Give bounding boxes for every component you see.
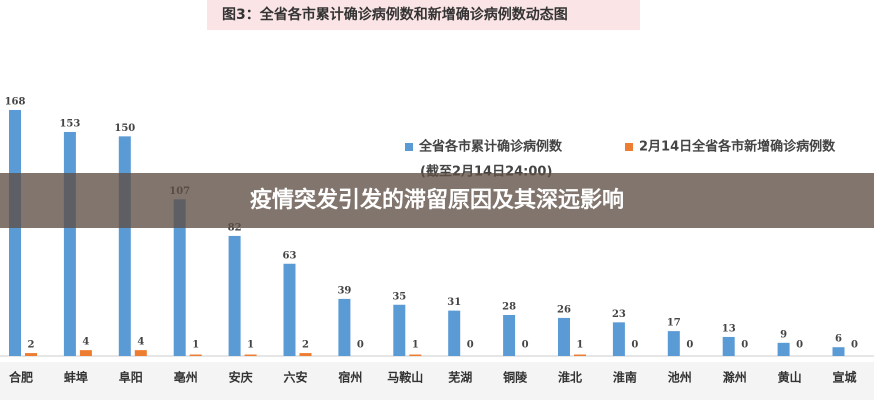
bar [832,347,845,356]
value-label: 1 [192,340,199,351]
x-tick-label: 池州 [668,370,692,385]
x-tick-label: 阜阳 [119,370,143,385]
value-label: 39 [337,285,351,296]
x-tick-label: 宣城 [832,370,856,385]
bar [189,354,202,356]
x-tick-label: 芜湖 [448,370,472,385]
value-label: 168 [5,97,26,108]
bar [63,131,76,356]
x-tick-label: 亳州 [174,370,198,385]
x-tick-label: 马鞍山 [387,370,423,385]
x-tick-label: 淮北 [558,370,582,385]
bar [299,353,312,356]
value-label: 2 [302,340,309,351]
value-label: 0 [851,340,858,351]
value-label: 4 [82,337,89,348]
overlay-band [0,173,874,228]
bar [173,199,186,356]
value-label: 63 [283,250,297,261]
value-label: 28 [502,302,516,313]
value-label: 13 [722,323,736,334]
bar [777,342,790,356]
bar [228,235,241,356]
legend-swatch [405,143,413,151]
x-tick-label: 滁州 [723,370,747,385]
value-label: 153 [59,118,80,129]
value-label: 4 [137,337,144,348]
bar [244,354,257,356]
legend-swatch [625,143,633,151]
value-label: 9 [780,329,787,340]
value-label: 0 [357,340,364,351]
value-label: 1 [412,340,419,351]
legend-label: 2月14日全省各市新增确诊病例数 [639,139,836,155]
bar [118,136,131,356]
bar [338,298,351,356]
value-label: 0 [631,340,638,351]
bar [283,263,296,356]
value-label: 0 [796,340,803,351]
value-label: 6 [835,334,842,345]
value-label: 23 [612,309,626,320]
bar [558,317,570,356]
x-tick-label: 铜陵 [503,370,528,385]
value-label: 17 [667,318,681,329]
value-label: 0 [467,340,474,351]
x-tick-label: 安庆 [229,370,253,385]
bar [25,353,37,356]
bar [722,336,735,356]
bar [134,350,147,356]
title-box [207,0,640,30]
bar [574,354,586,356]
value-label: 1 [247,340,254,351]
bar [79,350,92,356]
bar [448,310,461,356]
marks: 合肥1682蚌埠1534阜阳1504亳州1071安庆821六安632宿州390马… [5,97,858,385]
x-tick-label: 蚌埠 [64,370,88,385]
value-label: 0 [741,340,748,351]
legend-label: 全省各市累计确诊病例数 [418,139,563,155]
value-label: 1 [577,340,584,351]
x-tick-label: 黄山 [778,370,802,385]
value-label: 0 [686,340,693,351]
category-strip [0,362,874,400]
x-tick-label: 合肥 [9,370,33,385]
overlay-title: 疫情突发引发的滞留原因及其深远影响 [250,187,624,213]
value-label: 2 [28,340,35,351]
value-label: 31 [447,297,461,308]
x-tick-label: 宿州 [338,370,362,385]
bar [612,322,625,356]
bar [9,110,21,356]
value-label: 35 [392,291,406,302]
value-label: 26 [557,304,571,315]
x-tick-label: 六安 [283,370,307,385]
x-tick-label: 淮南 [613,370,637,385]
chart-title: 图3：全省各市累计确诊病例数和新增确诊病例数动态图 [222,6,568,23]
bar [409,354,422,356]
value-label: 150 [114,123,135,134]
value-label: 0 [522,340,529,351]
bar [393,304,406,356]
bar [503,315,516,356]
bar [667,331,680,356]
